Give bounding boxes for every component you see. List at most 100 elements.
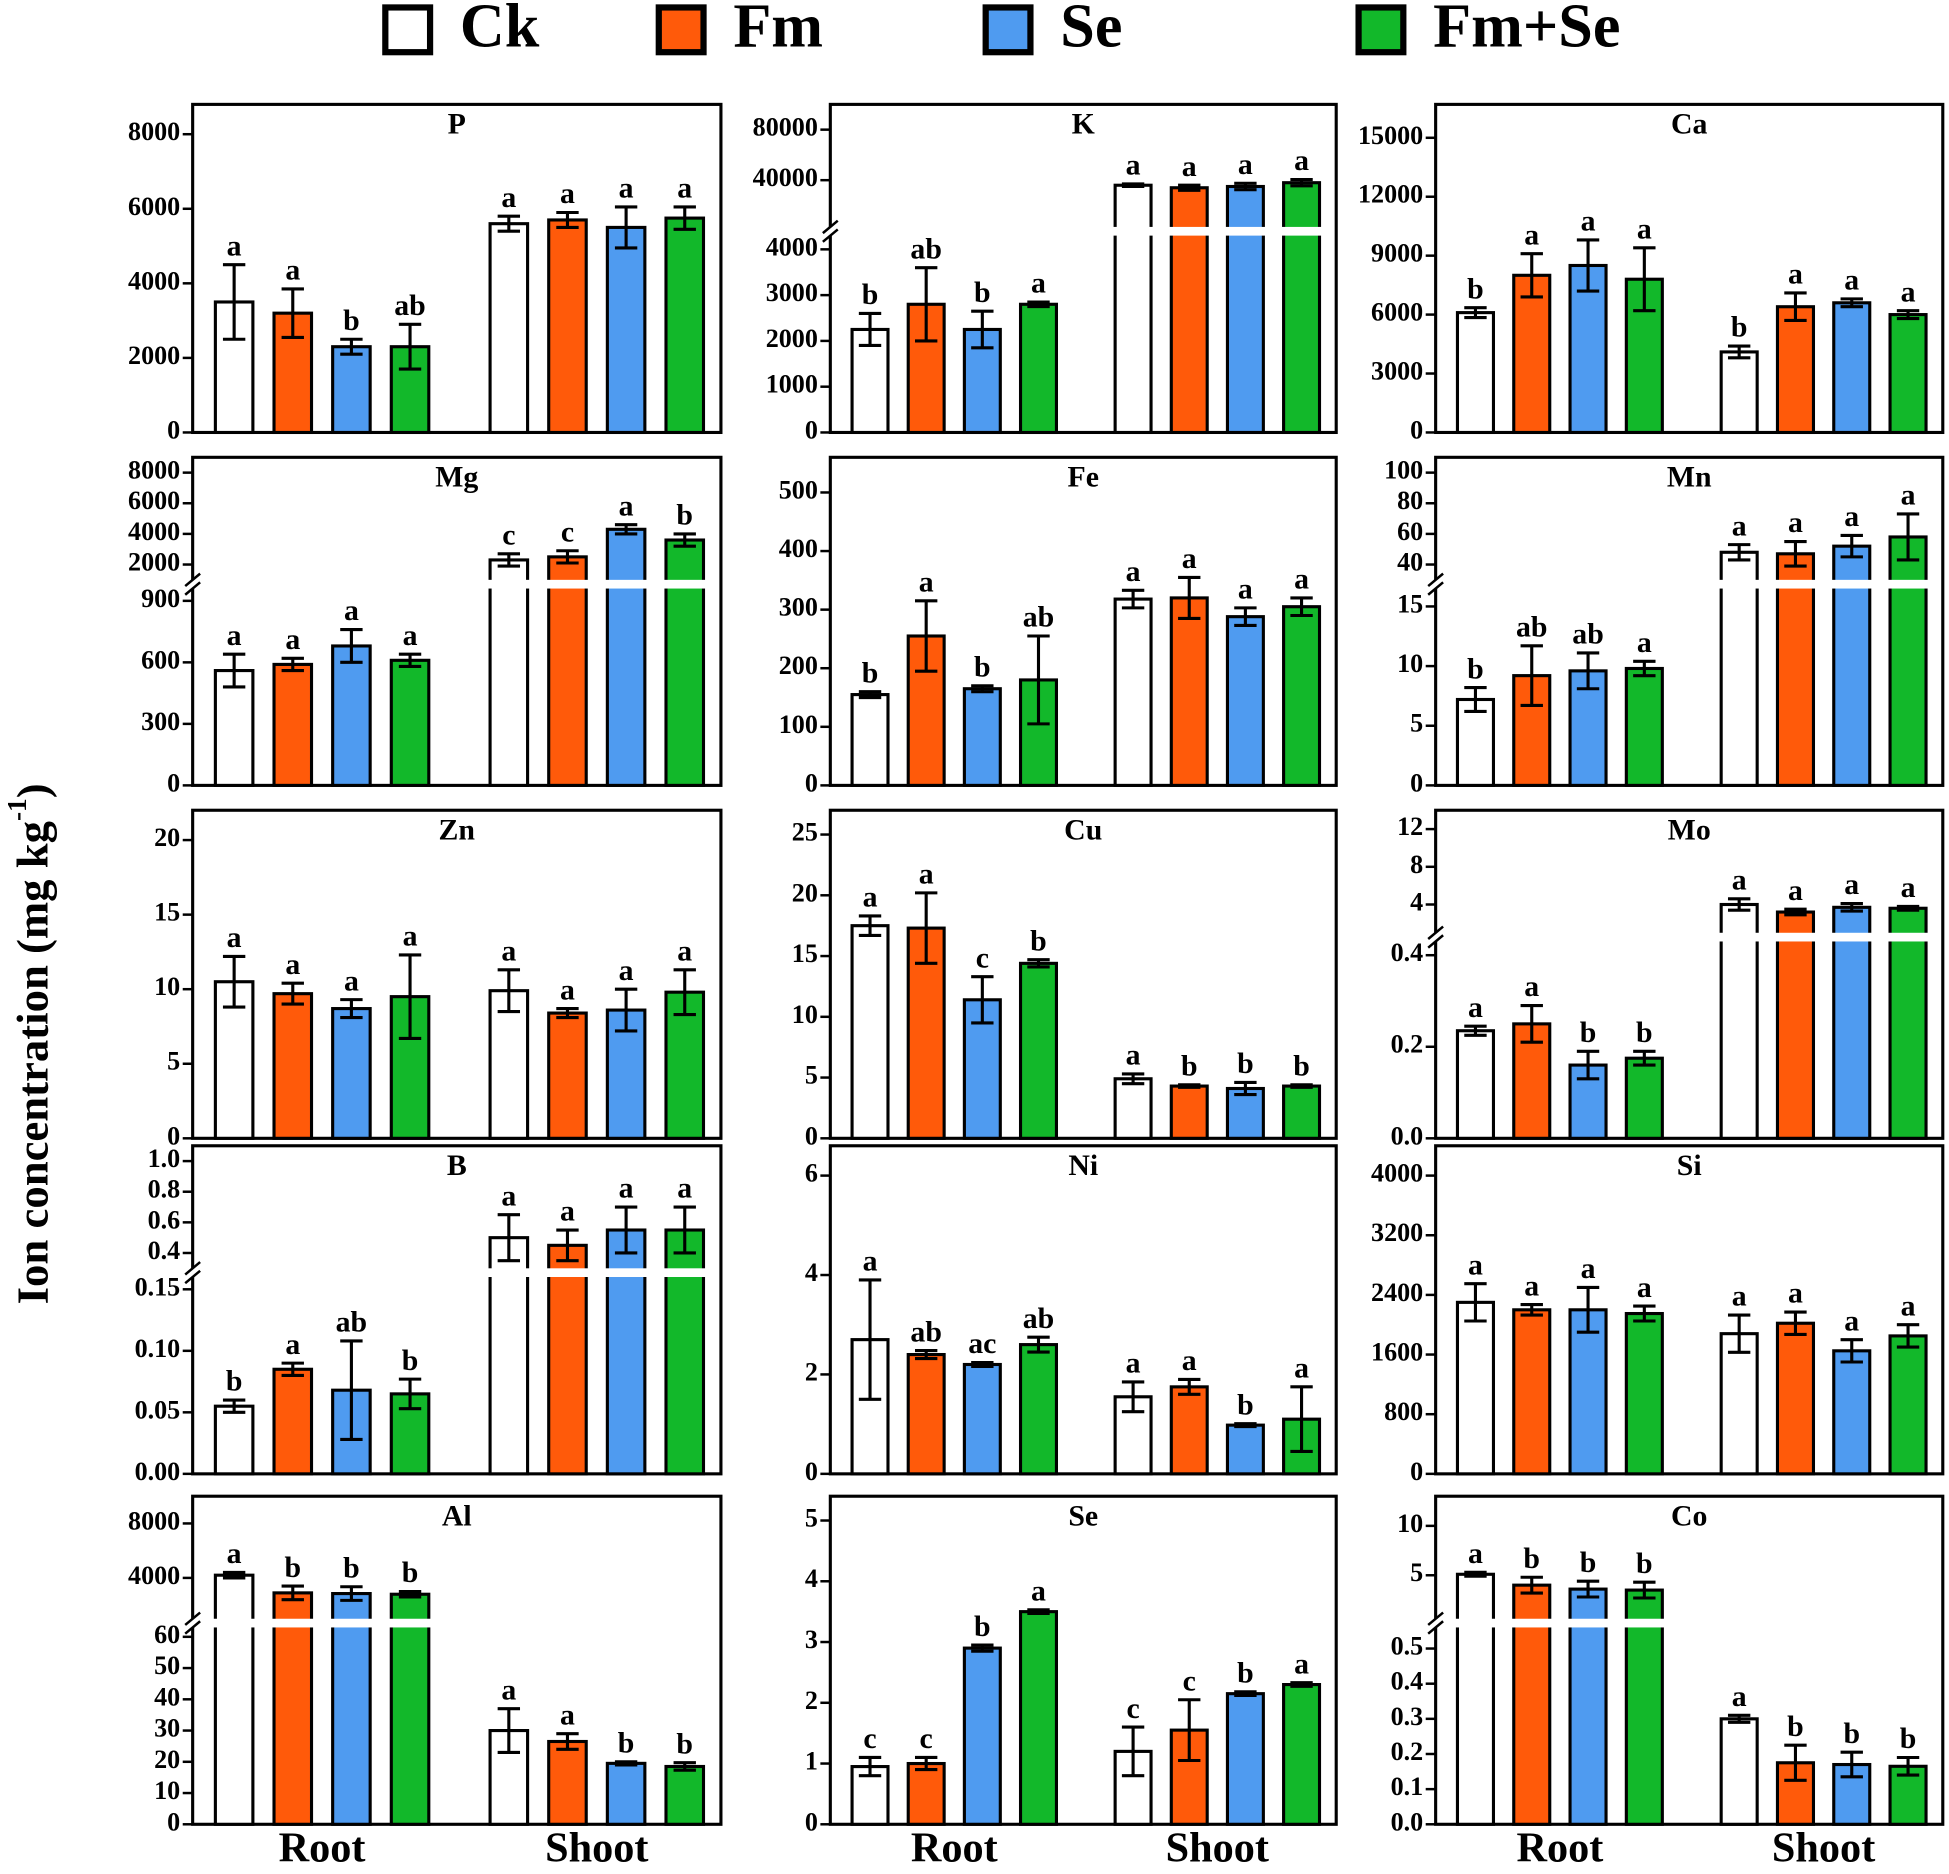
significance-letter: b [1843, 1717, 1860, 1750]
significance-letter: a [1844, 500, 1859, 533]
y-tick-label: 5 [1410, 709, 1423, 738]
y-tick-label: 4000 [128, 517, 180, 546]
plot-frame [828, 102, 1338, 435]
y-tick-label: 8000 [128, 456, 180, 485]
y-tick-label: 100 [779, 710, 818, 739]
significance-letter: a [1788, 506, 1803, 539]
significance-letter: b [1580, 1016, 1597, 1049]
axis-break-mark [184, 1261, 201, 1276]
bar [1225, 1086, 1265, 1140]
y-tick-label: 6000 [1371, 298, 1423, 327]
bar [1225, 615, 1265, 787]
bar [389, 658, 431, 787]
significance-letter: b [676, 1727, 693, 1760]
y-tick-label: 40 [154, 1682, 180, 1711]
significance-letter: b [1237, 1388, 1254, 1421]
y-tick-label: 60 [154, 1620, 180, 1649]
bar [1169, 596, 1209, 787]
significance-letter: a [863, 1245, 878, 1278]
bar [1568, 263, 1608, 435]
bar [1624, 1311, 1664, 1476]
bar [1225, 1692, 1265, 1826]
axis-break-mark [822, 228, 839, 243]
axis-break-mark [184, 1269, 201, 1285]
significance-letter: b [343, 304, 360, 337]
significance-letter: a [1182, 1344, 1197, 1377]
bar [1888, 1334, 1928, 1476]
bar [488, 989, 530, 1140]
bar [331, 345, 372, 435]
bar [1719, 1717, 1759, 1826]
panel-title: Mg [435, 461, 478, 494]
bar [389, 1592, 431, 1826]
legend-label: Ck [460, 0, 540, 61]
y-tick-label: 40 [1397, 548, 1423, 577]
y-tick-label: 1.0 [148, 1144, 181, 1173]
y-tick-label: 3200 [1371, 1218, 1423, 1247]
y-tick-label: 4000 [766, 232, 818, 261]
panel-title: K [1072, 108, 1095, 141]
y-tick-label: 15 [154, 898, 180, 927]
bar [850, 693, 890, 787]
significance-letter: a [1788, 258, 1803, 291]
significance-letter: b [1467, 272, 1484, 305]
significance-letter: a [1031, 267, 1046, 300]
bar [1113, 183, 1153, 435]
y-tick-label: 0.6 [148, 1205, 181, 1234]
legend-swatch [655, 4, 707, 56]
y-tick-label: 0 [167, 1807, 180, 1836]
y-tick-label: 0.00 [135, 1457, 181, 1486]
bar [1282, 1683, 1322, 1826]
bar [1888, 313, 1928, 435]
y-tick-label: 4 [805, 1258, 818, 1287]
y-tick-label: 0.4 [1391, 938, 1424, 967]
significance-letter: a [344, 964, 359, 997]
bar [488, 558, 530, 787]
bar [213, 669, 255, 787]
bar [1775, 1321, 1816, 1476]
panel-title: Cu [1064, 813, 1102, 846]
significance-letter: b [1237, 1657, 1254, 1690]
y-tick-label: 5 [805, 1504, 818, 1533]
significance-letter: b [1523, 1542, 1540, 1575]
legend-label: Se [1060, 0, 1122, 61]
bar [605, 1228, 647, 1476]
significance-letter: a [1901, 479, 1916, 512]
legend-swatch [982, 4, 1034, 56]
significance-letter: a [501, 934, 516, 967]
y-tick-label: 6000 [128, 192, 180, 221]
significance-letter: a [560, 973, 575, 1006]
bar [1282, 605, 1322, 787]
significance-letter: b [862, 278, 879, 311]
bar [605, 527, 647, 787]
y-tick-label: 80 [1397, 486, 1423, 515]
panel-title: P [448, 108, 466, 141]
significance-letter: a [1844, 1304, 1859, 1337]
y-tick-label: 0.4 [148, 1236, 181, 1265]
bar [906, 1761, 946, 1826]
significance-letter: a [285, 948, 300, 981]
plot-frame [828, 1144, 1338, 1476]
significance-letter: b [974, 650, 991, 683]
significance-letter: a [1126, 149, 1141, 182]
axis-break-mark [1427, 581, 1444, 596]
significance-letter: a [1732, 1280, 1747, 1313]
y-tick-label: 2000 [766, 324, 818, 353]
significance-letter: c [502, 518, 515, 551]
bar [1775, 305, 1816, 435]
y-tick-label: 15 [1397, 589, 1423, 618]
significance-letter: a [1732, 1680, 1747, 1713]
y-tick-label: 0 [805, 415, 818, 444]
plot-frame [191, 455, 723, 787]
y-tick-label: 2000 [128, 548, 180, 577]
y-tick-label: 100 [1384, 456, 1423, 485]
axis-break-mark [184, 572, 201, 588]
y-tick-label: 0 [167, 415, 180, 444]
y-tick-label: 0 [805, 1807, 818, 1836]
group-label: Shoot [545, 1824, 648, 1871]
significance-letter: a [227, 921, 242, 954]
significance-letter: b [1636, 1547, 1653, 1580]
y-tick-label: 0.2 [1391, 1030, 1424, 1059]
significance-letter: a [1901, 871, 1916, 904]
bar [1832, 1762, 1872, 1826]
